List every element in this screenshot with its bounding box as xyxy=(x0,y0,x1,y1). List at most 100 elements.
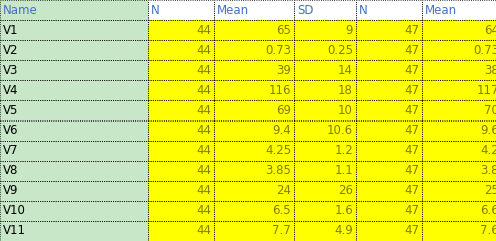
Bar xyxy=(148,120,214,141)
Text: V7: V7 xyxy=(3,144,18,157)
Bar xyxy=(0,100,148,120)
Bar xyxy=(0,80,148,100)
Bar xyxy=(148,60,214,80)
Bar xyxy=(148,20,214,40)
Text: 7.6: 7.6 xyxy=(480,224,496,237)
Text: 47: 47 xyxy=(404,144,419,157)
Bar xyxy=(0,141,148,161)
Text: 0.25: 0.25 xyxy=(327,44,353,57)
Text: SD: SD xyxy=(297,4,313,17)
Text: 44: 44 xyxy=(196,164,211,177)
Text: 47: 47 xyxy=(404,184,419,197)
Bar xyxy=(214,221,294,241)
Text: 116: 116 xyxy=(268,84,291,97)
Text: V8: V8 xyxy=(3,164,18,177)
Text: V9: V9 xyxy=(3,184,18,197)
Bar xyxy=(294,60,356,80)
Bar xyxy=(422,100,496,120)
Text: 18: 18 xyxy=(338,84,353,97)
Bar xyxy=(214,0,294,20)
Bar xyxy=(356,100,422,120)
Text: 44: 44 xyxy=(196,84,211,97)
Text: 4.9: 4.9 xyxy=(334,224,353,237)
Text: 4.2: 4.2 xyxy=(480,144,496,157)
Bar xyxy=(214,201,294,221)
Text: 47: 47 xyxy=(404,84,419,97)
Text: Mean: Mean xyxy=(217,4,249,17)
Bar xyxy=(214,161,294,181)
Text: 64: 64 xyxy=(484,24,496,37)
Bar xyxy=(356,120,422,141)
Text: 47: 47 xyxy=(404,44,419,57)
Bar xyxy=(294,181,356,201)
Bar xyxy=(0,120,148,141)
Bar xyxy=(0,221,148,241)
Text: V4: V4 xyxy=(3,84,18,97)
Text: 10: 10 xyxy=(338,104,353,117)
Bar xyxy=(0,201,148,221)
Text: V2: V2 xyxy=(3,44,18,57)
Text: 24: 24 xyxy=(276,184,291,197)
Bar xyxy=(422,201,496,221)
Bar xyxy=(294,141,356,161)
Bar xyxy=(356,80,422,100)
Bar xyxy=(356,20,422,40)
Bar xyxy=(422,40,496,60)
Bar xyxy=(0,181,148,201)
Bar xyxy=(356,161,422,181)
Text: 44: 44 xyxy=(196,144,211,157)
Bar xyxy=(214,100,294,120)
Text: 47: 47 xyxy=(404,124,419,137)
Text: N: N xyxy=(151,4,160,17)
Text: V1: V1 xyxy=(3,24,18,37)
Bar xyxy=(422,80,496,100)
Bar xyxy=(0,20,148,40)
Text: 44: 44 xyxy=(196,204,211,217)
Text: 0.73: 0.73 xyxy=(265,44,291,57)
Bar xyxy=(214,60,294,80)
Text: 47: 47 xyxy=(404,204,419,217)
Text: 70: 70 xyxy=(484,104,496,117)
Text: 1.1: 1.1 xyxy=(334,164,353,177)
Bar xyxy=(148,0,214,20)
Text: 9: 9 xyxy=(346,24,353,37)
Bar xyxy=(356,221,422,241)
Text: V5: V5 xyxy=(3,104,18,117)
Bar xyxy=(294,120,356,141)
Bar xyxy=(294,80,356,100)
Bar xyxy=(214,120,294,141)
Bar xyxy=(148,181,214,201)
Text: 1.6: 1.6 xyxy=(334,204,353,217)
Text: 47: 47 xyxy=(404,224,419,237)
Bar xyxy=(356,141,422,161)
Text: 47: 47 xyxy=(404,64,419,77)
Text: 3.85: 3.85 xyxy=(265,164,291,177)
Text: 47: 47 xyxy=(404,164,419,177)
Text: 117: 117 xyxy=(477,84,496,97)
Bar xyxy=(294,20,356,40)
Bar xyxy=(148,221,214,241)
Bar xyxy=(422,161,496,181)
Text: V3: V3 xyxy=(3,64,18,77)
Text: N: N xyxy=(359,4,368,17)
Bar xyxy=(148,141,214,161)
Bar xyxy=(148,40,214,60)
Text: Mean: Mean xyxy=(425,4,457,17)
Bar xyxy=(0,60,148,80)
Bar xyxy=(356,0,422,20)
Text: 6.6: 6.6 xyxy=(480,204,496,217)
Bar xyxy=(422,0,496,20)
Bar xyxy=(214,141,294,161)
Text: 10.6: 10.6 xyxy=(327,124,353,137)
Bar xyxy=(148,100,214,120)
Text: 39: 39 xyxy=(276,64,291,77)
Bar xyxy=(0,40,148,60)
Bar xyxy=(422,60,496,80)
Bar xyxy=(422,120,496,141)
Text: 0.73: 0.73 xyxy=(473,44,496,57)
Bar xyxy=(214,181,294,201)
Bar xyxy=(214,20,294,40)
Text: 6.5: 6.5 xyxy=(272,204,291,217)
Text: V11: V11 xyxy=(3,224,26,237)
Bar xyxy=(294,161,356,181)
